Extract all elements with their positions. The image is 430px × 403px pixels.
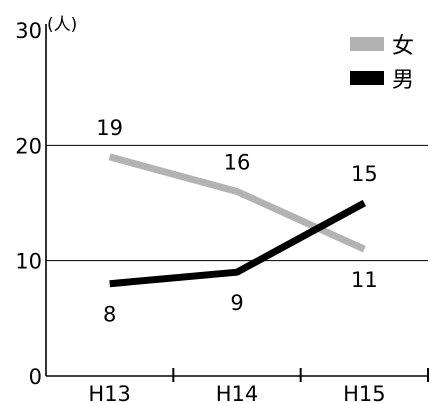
legend-swatch-0 — [350, 37, 384, 51]
legend-swatch-1 — [350, 71, 384, 85]
legend: 女男 — [350, 34, 414, 93]
gridlines — [46, 144, 428, 262]
axes — [45, 24, 428, 377]
x-tick-label-H15: H15 — [343, 382, 386, 403]
data-label-0-1: 16 — [224, 150, 251, 174]
x-tick-label-H13: H13 — [88, 382, 131, 403]
data-label-0-2: 11 — [351, 268, 378, 292]
y-tick-labels: 0 10 20 30 — [15, 19, 42, 389]
y-tick-label-30: 30 — [15, 19, 42, 43]
data-label-1-2: 15 — [351, 162, 378, 186]
y-tick-label-10: 10 — [15, 250, 42, 274]
y-tick-label-20: 20 — [15, 134, 42, 158]
x-tick-label-H14: H14 — [216, 382, 259, 403]
series-line-1 — [109, 199, 367, 288]
data-label-1-1: 9 — [230, 291, 243, 315]
data-label-1-0: 8 — [103, 303, 116, 327]
legend-label-1: 男 — [392, 68, 414, 93]
x-ticks: H13 H14 H15 — [88, 368, 429, 403]
data-label-0-0: 19 — [96, 116, 123, 140]
y-axis-unit: (人) — [47, 15, 77, 35]
y-tick-label-0: 0 — [29, 365, 42, 389]
legend-label-0: 女 — [392, 34, 414, 59]
series-lines — [108, 153, 367, 288]
data-labels: 19 16 11 8 9 15 — [96, 116, 377, 327]
